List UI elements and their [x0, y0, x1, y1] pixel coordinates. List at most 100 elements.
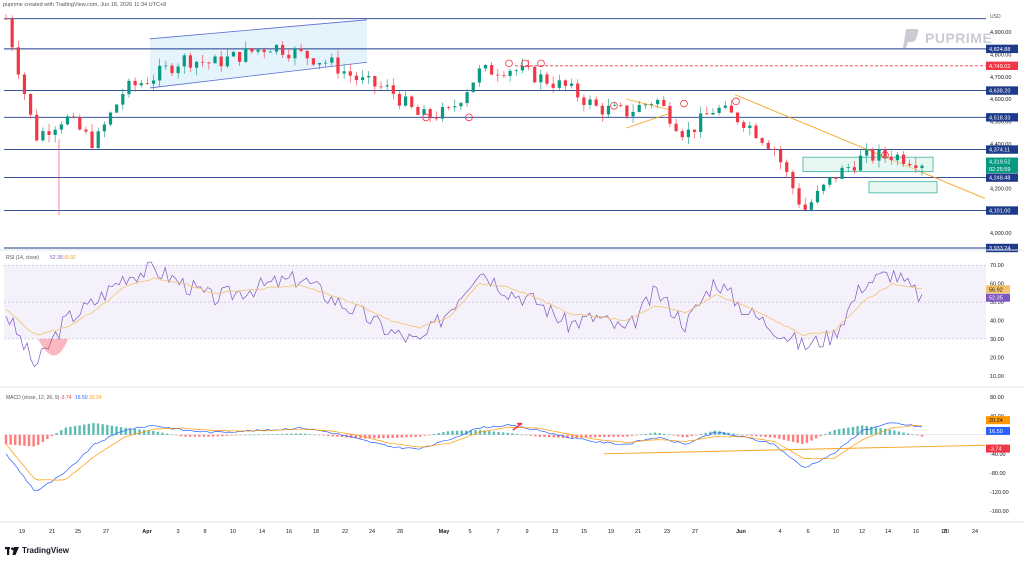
- rsi-ma-line[interactable]: [5, 277, 922, 336]
- candle-body[interactable]: [631, 111, 635, 117]
- candle-body[interactable]: [508, 70, 512, 76]
- candle-body[interactable]: [47, 131, 51, 135]
- candle-body[interactable]: [908, 163, 912, 166]
- candle-body[interactable]: [145, 83, 149, 84]
- candle-body[interactable]: [791, 171, 795, 189]
- macd-tag[interactable]: [986, 444, 1010, 453]
- rsi-tag[interactable]: [986, 293, 1010, 302]
- candle-body[interactable]: [594, 99, 598, 106]
- candle-body[interactable]: [133, 80, 137, 86]
- candle-body[interactable]: [662, 99, 666, 106]
- candle-body[interactable]: [158, 65, 162, 81]
- rsi-tag[interactable]: [986, 285, 1010, 294]
- candle-body[interactable]: [822, 184, 826, 191]
- candle-body[interactable]: [330, 57, 334, 63]
- candle-body[interactable]: [520, 66, 525, 71]
- candle-body[interactable]: [72, 116, 76, 118]
- swing-point-marker[interactable]: [505, 59, 513, 68]
- candle-body[interactable]: [619, 105, 623, 106]
- candle-body[interactable]: [207, 62, 211, 64]
- candle-body[interactable]: [834, 177, 838, 179]
- candle-body[interactable]: [459, 103, 463, 107]
- candle-body[interactable]: [28, 93, 33, 115]
- macd-tag[interactable]: [986, 426, 1010, 435]
- candle-body[interactable]: [90, 131, 94, 148]
- consolidation-box[interactable]: [802, 156, 934, 173]
- channel-lower-line[interactable]: [149, 61, 368, 89]
- candle-body[interactable]: [274, 44, 279, 52]
- candle-body[interactable]: [115, 104, 119, 113]
- candle-body[interactable]: [139, 83, 143, 86]
- candle-body[interactable]: [281, 44, 285, 55]
- candle-body[interactable]: [434, 117, 438, 119]
- price-tag[interactable]: [986, 157, 1018, 166]
- candle-body[interactable]: [779, 150, 783, 163]
- price-tag[interactable]: [986, 206, 1018, 215]
- candle-body[interactable]: [809, 202, 813, 210]
- candle-body[interactable]: [78, 117, 82, 130]
- candle-body[interactable]: [22, 74, 27, 94]
- candle-body[interactable]: [735, 112, 740, 123]
- swing-point-marker[interactable]: [521, 59, 529, 68]
- price-tag[interactable]: [986, 61, 1018, 71]
- candle-body[interactable]: [10, 18, 14, 48]
- candle-body[interactable]: [397, 93, 402, 106]
- macd-trendline[interactable]: [603, 444, 986, 455]
- candle-body[interactable]: [742, 122, 746, 128]
- candle-body[interactable]: [84, 129, 88, 132]
- candle-body[interactable]: [797, 188, 801, 205]
- macd-line[interactable]: [5, 422, 923, 492]
- swing-point-marker[interactable]: [422, 113, 430, 122]
- candle-body[interactable]: [96, 131, 100, 148]
- candle-body[interactable]: [772, 148, 777, 151]
- swing-point-marker[interactable]: [610, 101, 618, 110]
- candle-body[interactable]: [889, 156, 893, 161]
- candle-body[interactable]: [108, 112, 113, 125]
- price-tag[interactable]: [986, 113, 1018, 122]
- candle-body[interactable]: [219, 56, 223, 67]
- candle-body[interactable]: [613, 105, 617, 106]
- candle-body[interactable]: [213, 56, 217, 64]
- candle-body[interactable]: [490, 65, 494, 75]
- candle-body[interactable]: [287, 54, 291, 59]
- candle-body[interactable]: [16, 47, 20, 75]
- candle-body[interactable]: [625, 105, 629, 117]
- candle-body[interactable]: [815, 190, 820, 203]
- candle-body[interactable]: [410, 96, 414, 108]
- candle-body[interactable]: [865, 149, 869, 156]
- candle-body[interactable]: [121, 94, 125, 105]
- candle-body[interactable]: [582, 97, 586, 106]
- candle-body[interactable]: [551, 83, 555, 88]
- candle-body[interactable]: [379, 86, 383, 88]
- candle-body[interactable]: [102, 124, 106, 132]
- candle-body[interactable]: [692, 129, 697, 132]
- candle-body[interactable]: [914, 165, 918, 169]
- swing-point-marker[interactable]: [732, 97, 740, 106]
- price-tag[interactable]: [986, 145, 1018, 154]
- candle-body[interactable]: [305, 50, 309, 59]
- short-trendline[interactable]: [625, 112, 673, 129]
- candle-body[interactable]: [447, 107, 451, 108]
- candle-body[interactable]: [317, 62, 322, 65]
- candle-body[interactable]: [533, 66, 537, 83]
- candle-body[interactable]: [53, 129, 57, 135]
- candle-body[interactable]: [723, 105, 727, 108]
- candle-body[interactable]: [35, 114, 39, 141]
- candle-body[interactable]: [840, 167, 844, 179]
- candle-body[interactable]: [176, 66, 180, 74]
- candle-body[interactable]: [668, 105, 672, 124]
- candle-body[interactable]: [311, 58, 315, 65]
- candle-body[interactable]: [354, 75, 359, 81]
- candle-body[interactable]: [483, 65, 488, 69]
- candle-body[interactable]: [41, 131, 45, 141]
- price-tag[interactable]: [986, 243, 1018, 253]
- candle-body[interactable]: [674, 123, 678, 132]
- candle-body[interactable]: [65, 116, 70, 125]
- candle-body[interactable]: [188, 55, 193, 68]
- short-trendline[interactable]: [625, 98, 673, 111]
- candle-body[interactable]: [367, 76, 371, 78]
- candle-body[interactable]: [477, 68, 481, 83]
- candle-body[interactable]: [373, 76, 377, 87]
- candle-body[interactable]: [231, 51, 236, 57]
- candle-body[interactable]: [920, 165, 924, 169]
